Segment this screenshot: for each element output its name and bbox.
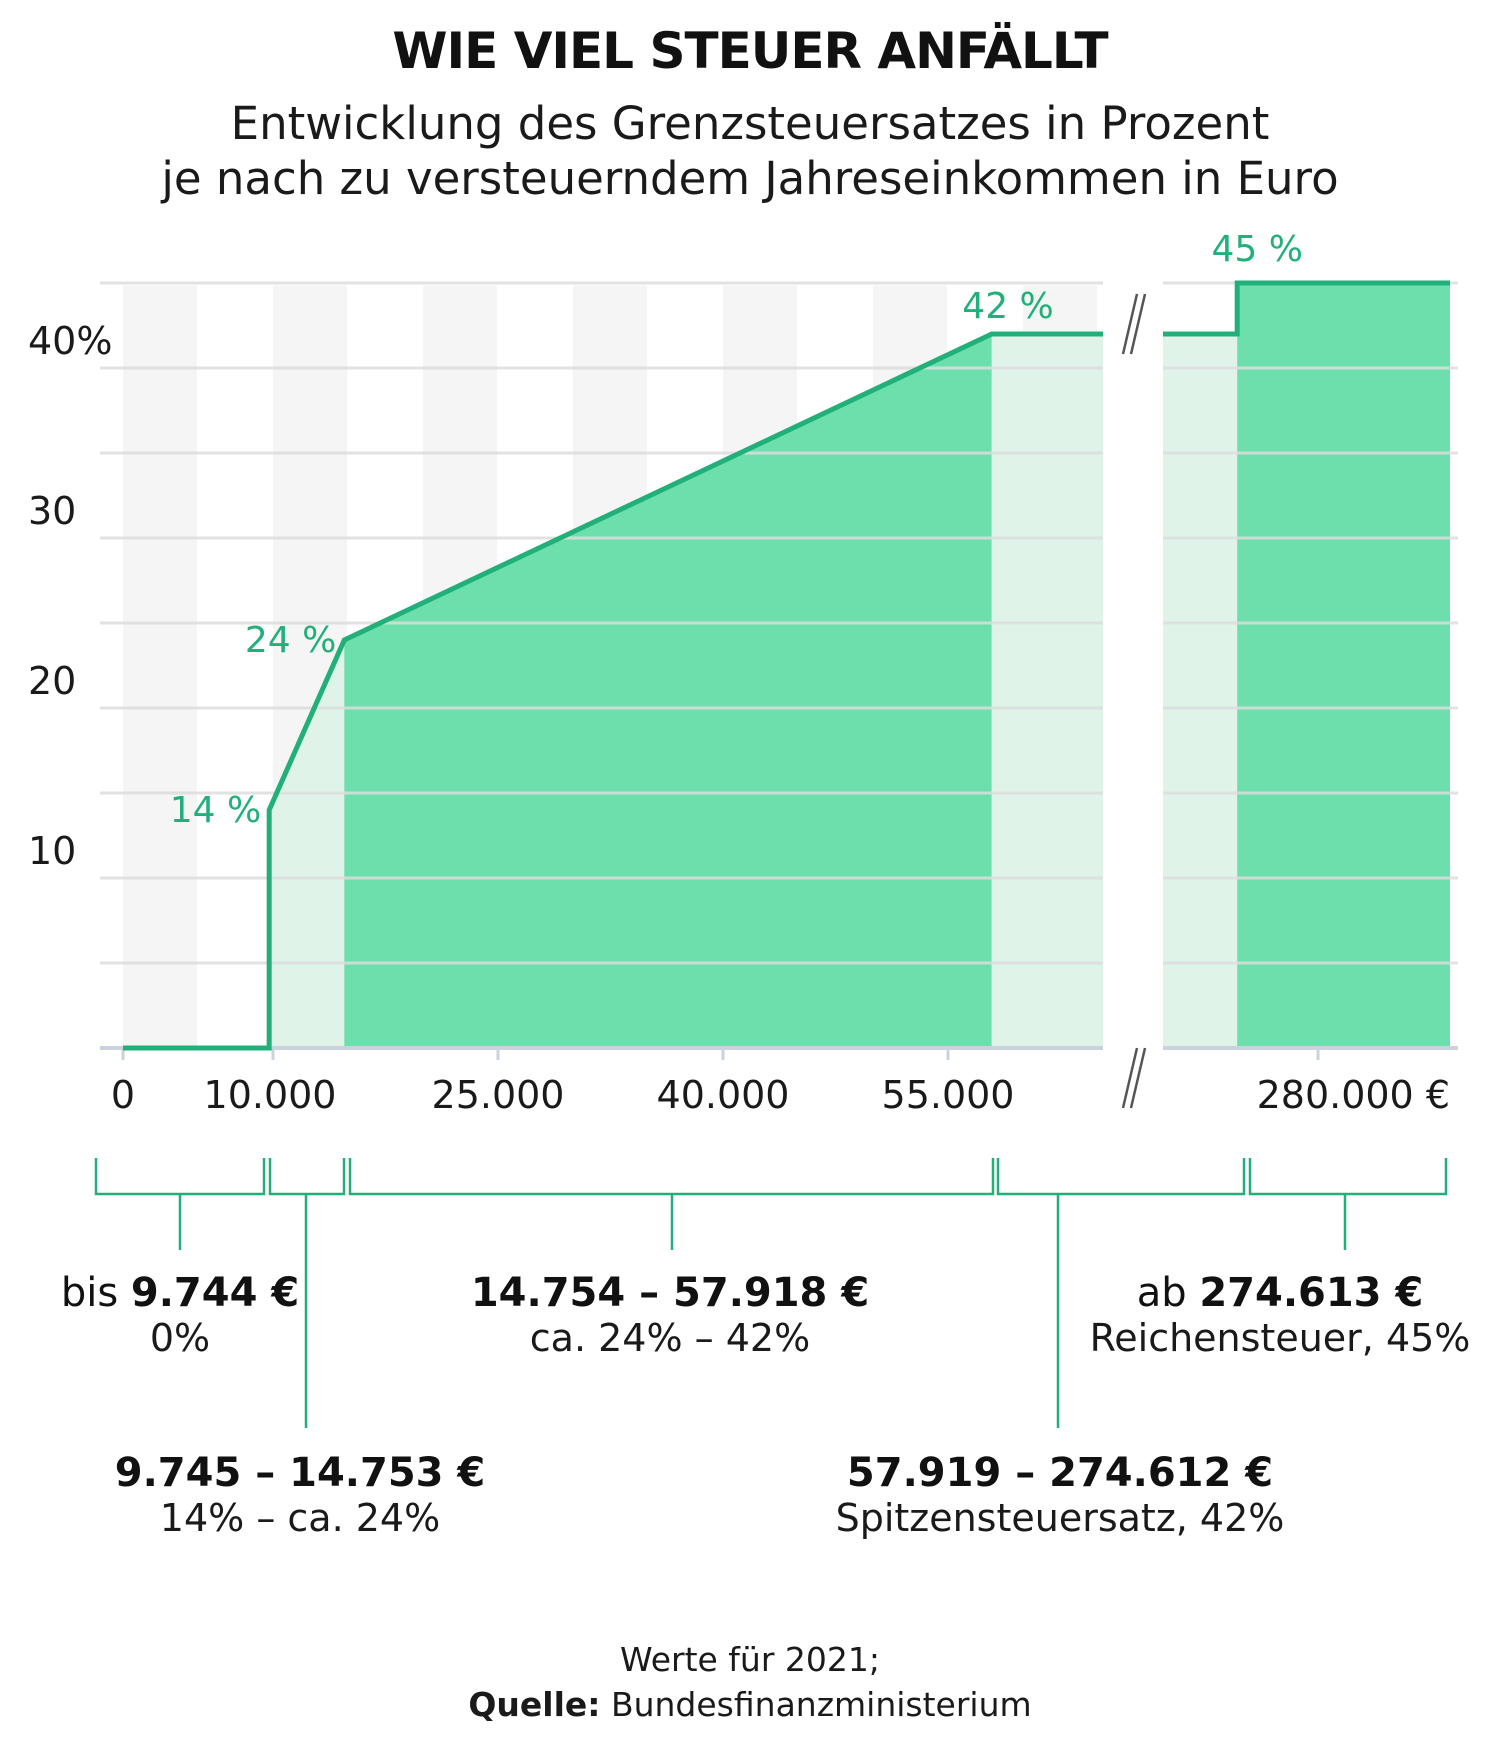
chart-subtitle-line1: Entwicklung des Grenzsteuersatzes in Pro…: [230, 97, 1270, 150]
y-tick-label-0: 10: [28, 829, 76, 873]
x-tick-label-3: 40.000: [657, 1073, 790, 1117]
fill-band-42-right: [1163, 334, 1238, 1048]
rate-line-left: [123, 331, 1103, 1051]
y-tick-label-3: 40%: [28, 319, 112, 363]
source-label: Quelle:: [468, 1685, 601, 1724]
range-label-0: bis 9.744 € 0%: [60, 1270, 300, 1360]
axis-break-marks: [1121, 293, 1147, 1109]
source-note: Werte für 2021;: [620, 1640, 880, 1679]
x-tick-labels: 0 10.000 25.000 40.000 55.000 280.000 €: [111, 1073, 1450, 1117]
range-bracket-3: [996, 1158, 1246, 1196]
annotation-1: 24 %: [245, 620, 336, 661]
fill-band-14-24: [269, 640, 345, 1048]
x-tick-label-2: 25.000: [432, 1073, 565, 1117]
range-brackets: [94, 1158, 1448, 1428]
source-text: Bundesfinanzministerium: [600, 1685, 1032, 1724]
break-mark-top-b: [1129, 293, 1147, 355]
x-tick-label-5: 280.000 €: [1257, 1073, 1450, 1117]
gridlines: [100, 281, 1458, 965]
break-mark-top-a: [1121, 293, 1139, 355]
range-bracket-1: [268, 1158, 346, 1196]
y-tick-label-1: 20: [28, 659, 76, 703]
x-tick-label-0: 0: [111, 1073, 135, 1117]
y-tick-labels: 10 20 30 40%: [28, 319, 112, 873]
x-tick-label-1: 10.000: [204, 1073, 337, 1117]
rate-line: [123, 280, 1450, 1051]
rate-annotations: 14 % 24 % 42 % 45 %: [170, 229, 1303, 831]
fill-band-42-left: [991, 334, 1103, 1048]
fill-band-45: [1237, 283, 1450, 1048]
annotation-2: 42 %: [962, 286, 1053, 327]
chart-title: WIE VIEL STEUER ANFÄLLT: [392, 22, 1108, 80]
range-label-3: 57.919 – 274.612 € Spitzensteuersatz, 42…: [835, 1450, 1285, 1540]
stripe-0: [123, 285, 197, 1048]
chart-subtitle-line2: je nach zu versteuerndem Jahreseinkommen…: [161, 152, 1339, 205]
rate-line-right: [1163, 280, 1450, 337]
range-bracket-4: [1248, 1158, 1448, 1196]
range-bracket-2: [348, 1158, 995, 1196]
range-label-1: 9.745 – 14.753 € 14% – ca. 24%: [114, 1450, 486, 1540]
x-tick-label-4: 55.000: [882, 1073, 1015, 1117]
annotation-3: 45 %: [1211, 229, 1302, 270]
y-tick-label-2: 30: [28, 489, 76, 533]
annotation-0: 14 %: [170, 790, 261, 831]
range-bracket-0: [94, 1158, 266, 1196]
break-mark-bottom-a: [1121, 1047, 1139, 1109]
tax-rate-chart: 10 20 30 40% 0 10.000 25.000 40.000 55.000 280.0…: [28, 229, 1458, 1428]
break-mark-bottom-b: [1129, 1047, 1147, 1109]
source-line: Quelle: Bundesfinanzministerium: [0, 1685, 1500, 1724]
fill-band-24-42: [344, 334, 992, 1048]
range-label-4: ab 274.613 € Reichensteuer, 45%: [1089, 1270, 1471, 1360]
x-axis: [100, 1046, 1458, 1060]
range-label-2: 14.754 – 57.918 € ca. 24% – 42%: [470, 1270, 870, 1360]
